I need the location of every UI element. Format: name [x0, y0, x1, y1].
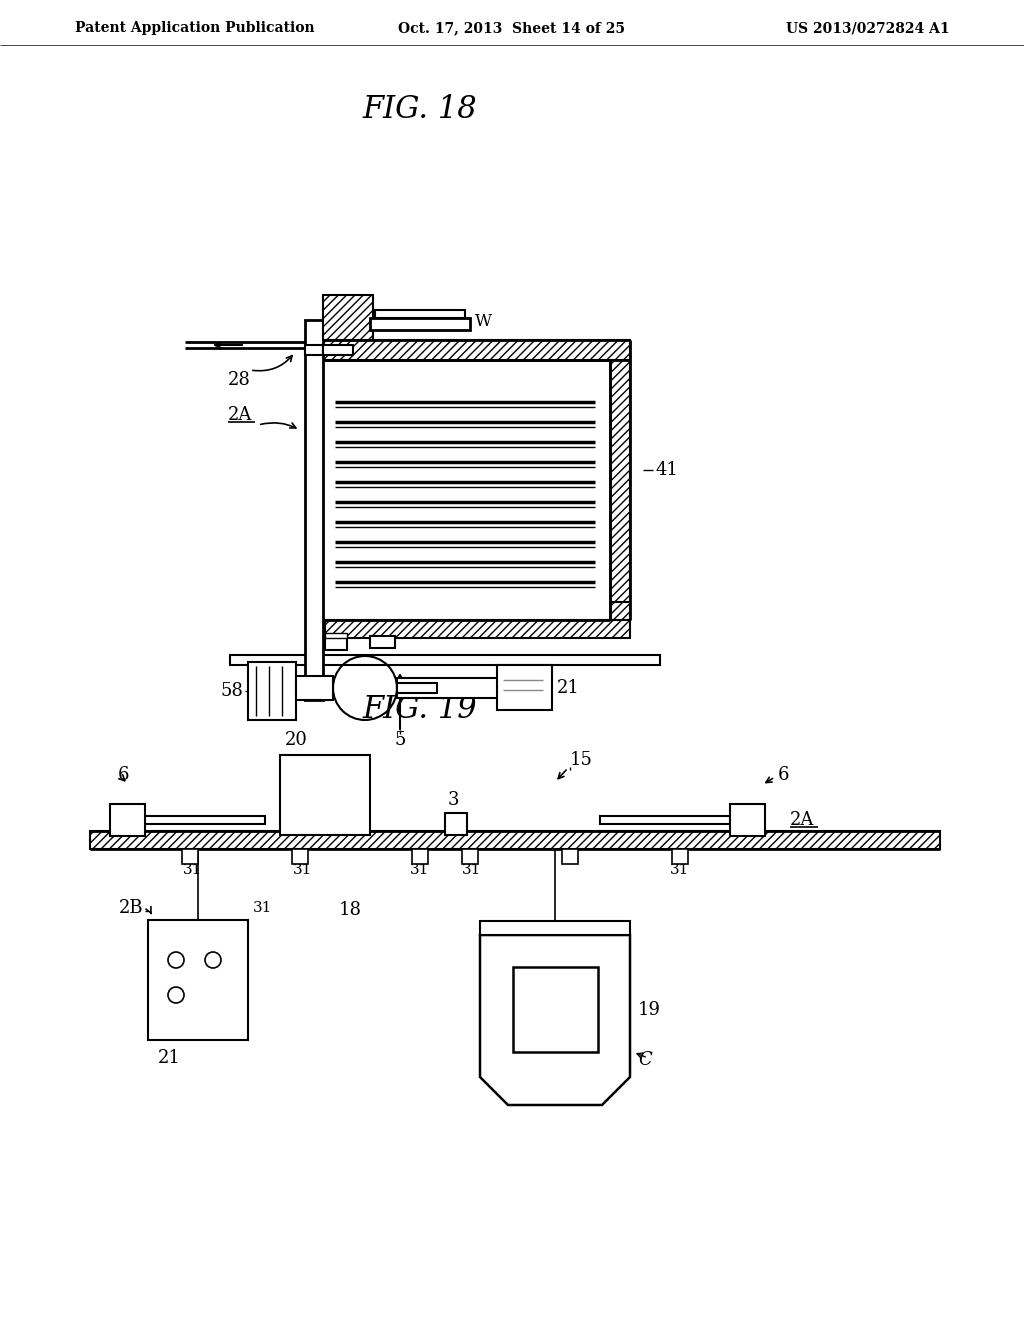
- Bar: [370, 636, 395, 648]
- Text: 2A: 2A: [228, 407, 252, 424]
- Text: 6: 6: [778, 766, 790, 784]
- Bar: [305, 345, 323, 355]
- Bar: [325, 634, 347, 638]
- Text: 2B: 2B: [119, 899, 143, 917]
- Bar: [325, 620, 630, 638]
- Bar: [323, 345, 353, 355]
- Bar: [323, 294, 373, 341]
- Bar: [397, 682, 437, 693]
- Bar: [562, 849, 578, 865]
- Bar: [462, 849, 478, 865]
- Text: 5: 5: [394, 731, 406, 748]
- Bar: [513, 968, 598, 1052]
- Text: 31: 31: [253, 902, 272, 915]
- Text: C: C: [638, 1051, 651, 1069]
- Text: 15: 15: [570, 751, 593, 770]
- Text: 31: 31: [671, 863, 690, 876]
- Text: FIG. 18: FIG. 18: [362, 95, 477, 125]
- Text: 31: 31: [411, 863, 430, 876]
- Bar: [90, 832, 940, 849]
- Bar: [280, 755, 370, 836]
- Text: 21: 21: [158, 1049, 181, 1067]
- Bar: [296, 676, 333, 700]
- Text: 18: 18: [339, 902, 361, 919]
- Bar: [305, 319, 323, 700]
- Text: US 2013/0272824 A1: US 2013/0272824 A1: [786, 21, 950, 36]
- Text: 21: 21: [557, 678, 580, 697]
- Bar: [145, 816, 265, 824]
- Bar: [182, 849, 198, 865]
- Bar: [412, 849, 428, 865]
- Bar: [110, 804, 145, 836]
- Bar: [497, 665, 552, 710]
- Bar: [319, 341, 630, 360]
- Bar: [325, 602, 630, 620]
- Text: 28: 28: [228, 371, 251, 389]
- Bar: [248, 663, 296, 719]
- Bar: [610, 360, 630, 620]
- Bar: [319, 360, 610, 620]
- Bar: [375, 310, 465, 318]
- Bar: [730, 804, 765, 836]
- Text: 41: 41: [655, 461, 678, 479]
- Text: 31: 31: [183, 863, 203, 876]
- Bar: [148, 920, 248, 1040]
- Text: W: W: [475, 314, 493, 330]
- Text: 19: 19: [638, 1001, 662, 1019]
- Text: FIG. 19: FIG. 19: [362, 694, 477, 726]
- Text: 31: 31: [462, 863, 481, 876]
- Bar: [325, 636, 347, 649]
- Bar: [600, 816, 730, 824]
- Bar: [445, 813, 467, 836]
- Text: 2A: 2A: [790, 810, 814, 829]
- Bar: [397, 678, 517, 698]
- Text: 6: 6: [118, 766, 129, 784]
- Bar: [230, 655, 660, 665]
- Text: Oct. 17, 2013  Sheet 14 of 25: Oct. 17, 2013 Sheet 14 of 25: [398, 21, 626, 36]
- Text: Patent Application Publication: Patent Application Publication: [75, 21, 314, 36]
- Bar: [672, 849, 688, 865]
- Text: 20: 20: [285, 731, 308, 748]
- Text: 31: 31: [293, 863, 312, 876]
- Bar: [480, 921, 630, 935]
- Bar: [292, 849, 308, 865]
- Bar: [370, 318, 470, 330]
- Text: 3: 3: [447, 791, 459, 809]
- Text: 58: 58: [220, 682, 243, 700]
